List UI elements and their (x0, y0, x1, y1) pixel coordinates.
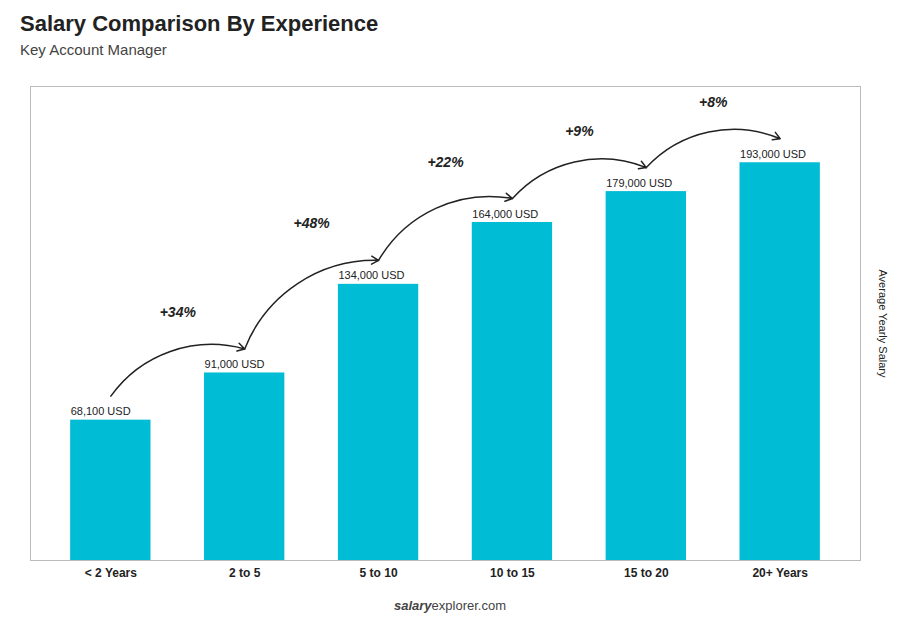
svg-text:164,000 USD: 164,000 USD (472, 208, 538, 220)
html-text:salary explorer.com: salary explorer.com (394, 598, 506, 613)
svg-text:193,000 USD: 193,000 USD (740, 148, 806, 160)
svg-text:+48%: +48% (294, 215, 331, 231)
html-text:Salary Comparison By Experienc: Salary Comparison By Experience (20, 11, 379, 36)
svg-text:+9%: +9% (565, 123, 594, 139)
svg-text:179,000 USD: 179,000 USD (606, 177, 672, 189)
svg-text:+34%: +34% (160, 304, 197, 320)
svg-text:10 to 15: 10 to 15 (490, 566, 535, 580)
html-text:Key Account Manager: Key Account Manager (20, 41, 167, 58)
svg-text:68,100 USD: 68,100 USD (71, 405, 131, 417)
svg-text:91,000 USD: 91,000 USD (205, 358, 265, 370)
svg-text:5 to 10: 5 to 10 (360, 566, 398, 580)
svg-text:+8%: +8% (699, 94, 728, 110)
svg-text:15 to 20: 15 to 20 (624, 566, 669, 580)
svg-text:Average Yearly Salary: Average Yearly Salary (877, 269, 889, 378)
svg-text:134,000 USD: 134,000 USD (338, 269, 404, 281)
svg-text:< 2 Years: < 2 Years (85, 566, 137, 580)
svg-text:2 to 5: 2 to 5 (229, 566, 261, 580)
svg-text:20+ Years: 20+ Years (752, 566, 808, 580)
svg-text:+22%: +22% (427, 154, 464, 170)
